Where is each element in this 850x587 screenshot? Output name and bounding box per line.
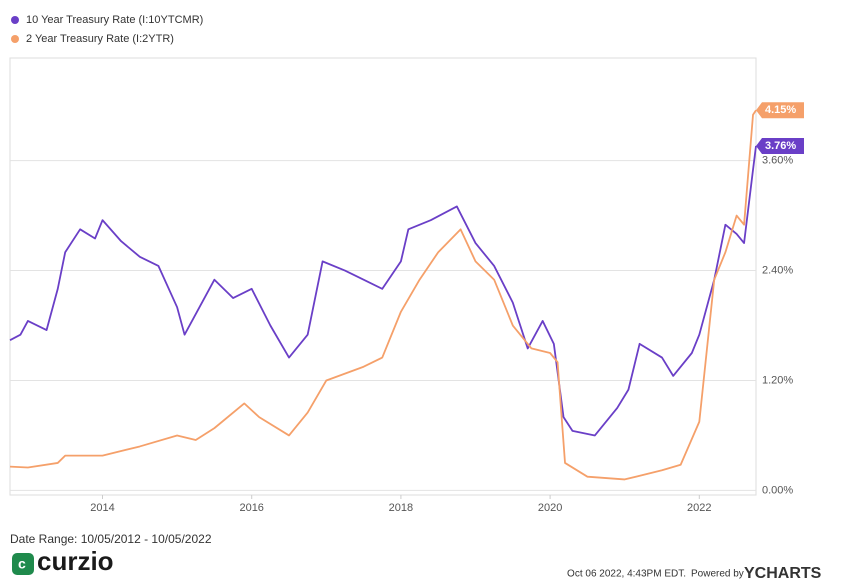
legend-marker [11,35,19,43]
legend-marker [11,16,19,24]
y-tick-label: 2.40% [762,264,793,276]
brand: curzio [37,546,114,576]
legend-label: 2 Year Treasury Rate (I:2YTR) [26,33,174,45]
y-tick-label: 1.20% [762,374,793,386]
end-badge-box [756,102,804,119]
y-tick-label: 3.60% [762,155,793,167]
plot-frame [9,57,757,496]
x-tick-label: 2014 [90,502,114,514]
end-badge: 3.76% [756,137,804,154]
logo-icon [12,553,34,575]
logo-icon-mark: c [18,556,26,572]
end-badge: 4.15% [756,102,804,119]
x-tick-label: 2018 [389,502,413,514]
x-tick-label: 2020 [538,502,562,514]
date-range: Date Range: 10/05/2012 - 10/05/2022 [10,532,212,546]
end-badge-label: 4.15% [765,104,796,116]
curzio-logo: c curzio [12,546,114,576]
ycharts-logo: YCHARTS [744,565,822,582]
x-tick-label: 2016 [239,502,263,514]
line-series [9,109,757,481]
powered-by: Powered by [691,569,744,580]
end-badge-box [756,137,804,154]
end-badge-label: 3.76% [765,140,796,152]
x-tick-label: 2022 [687,502,711,514]
line-series [9,145,757,437]
y-tick-label: 0.00% [762,484,793,496]
timestamp: Oct 06 2022, 4:43PM EDT. [567,569,686,580]
legend-label: 10 Year Treasury Rate (I:10YTCMR) [26,14,203,26]
